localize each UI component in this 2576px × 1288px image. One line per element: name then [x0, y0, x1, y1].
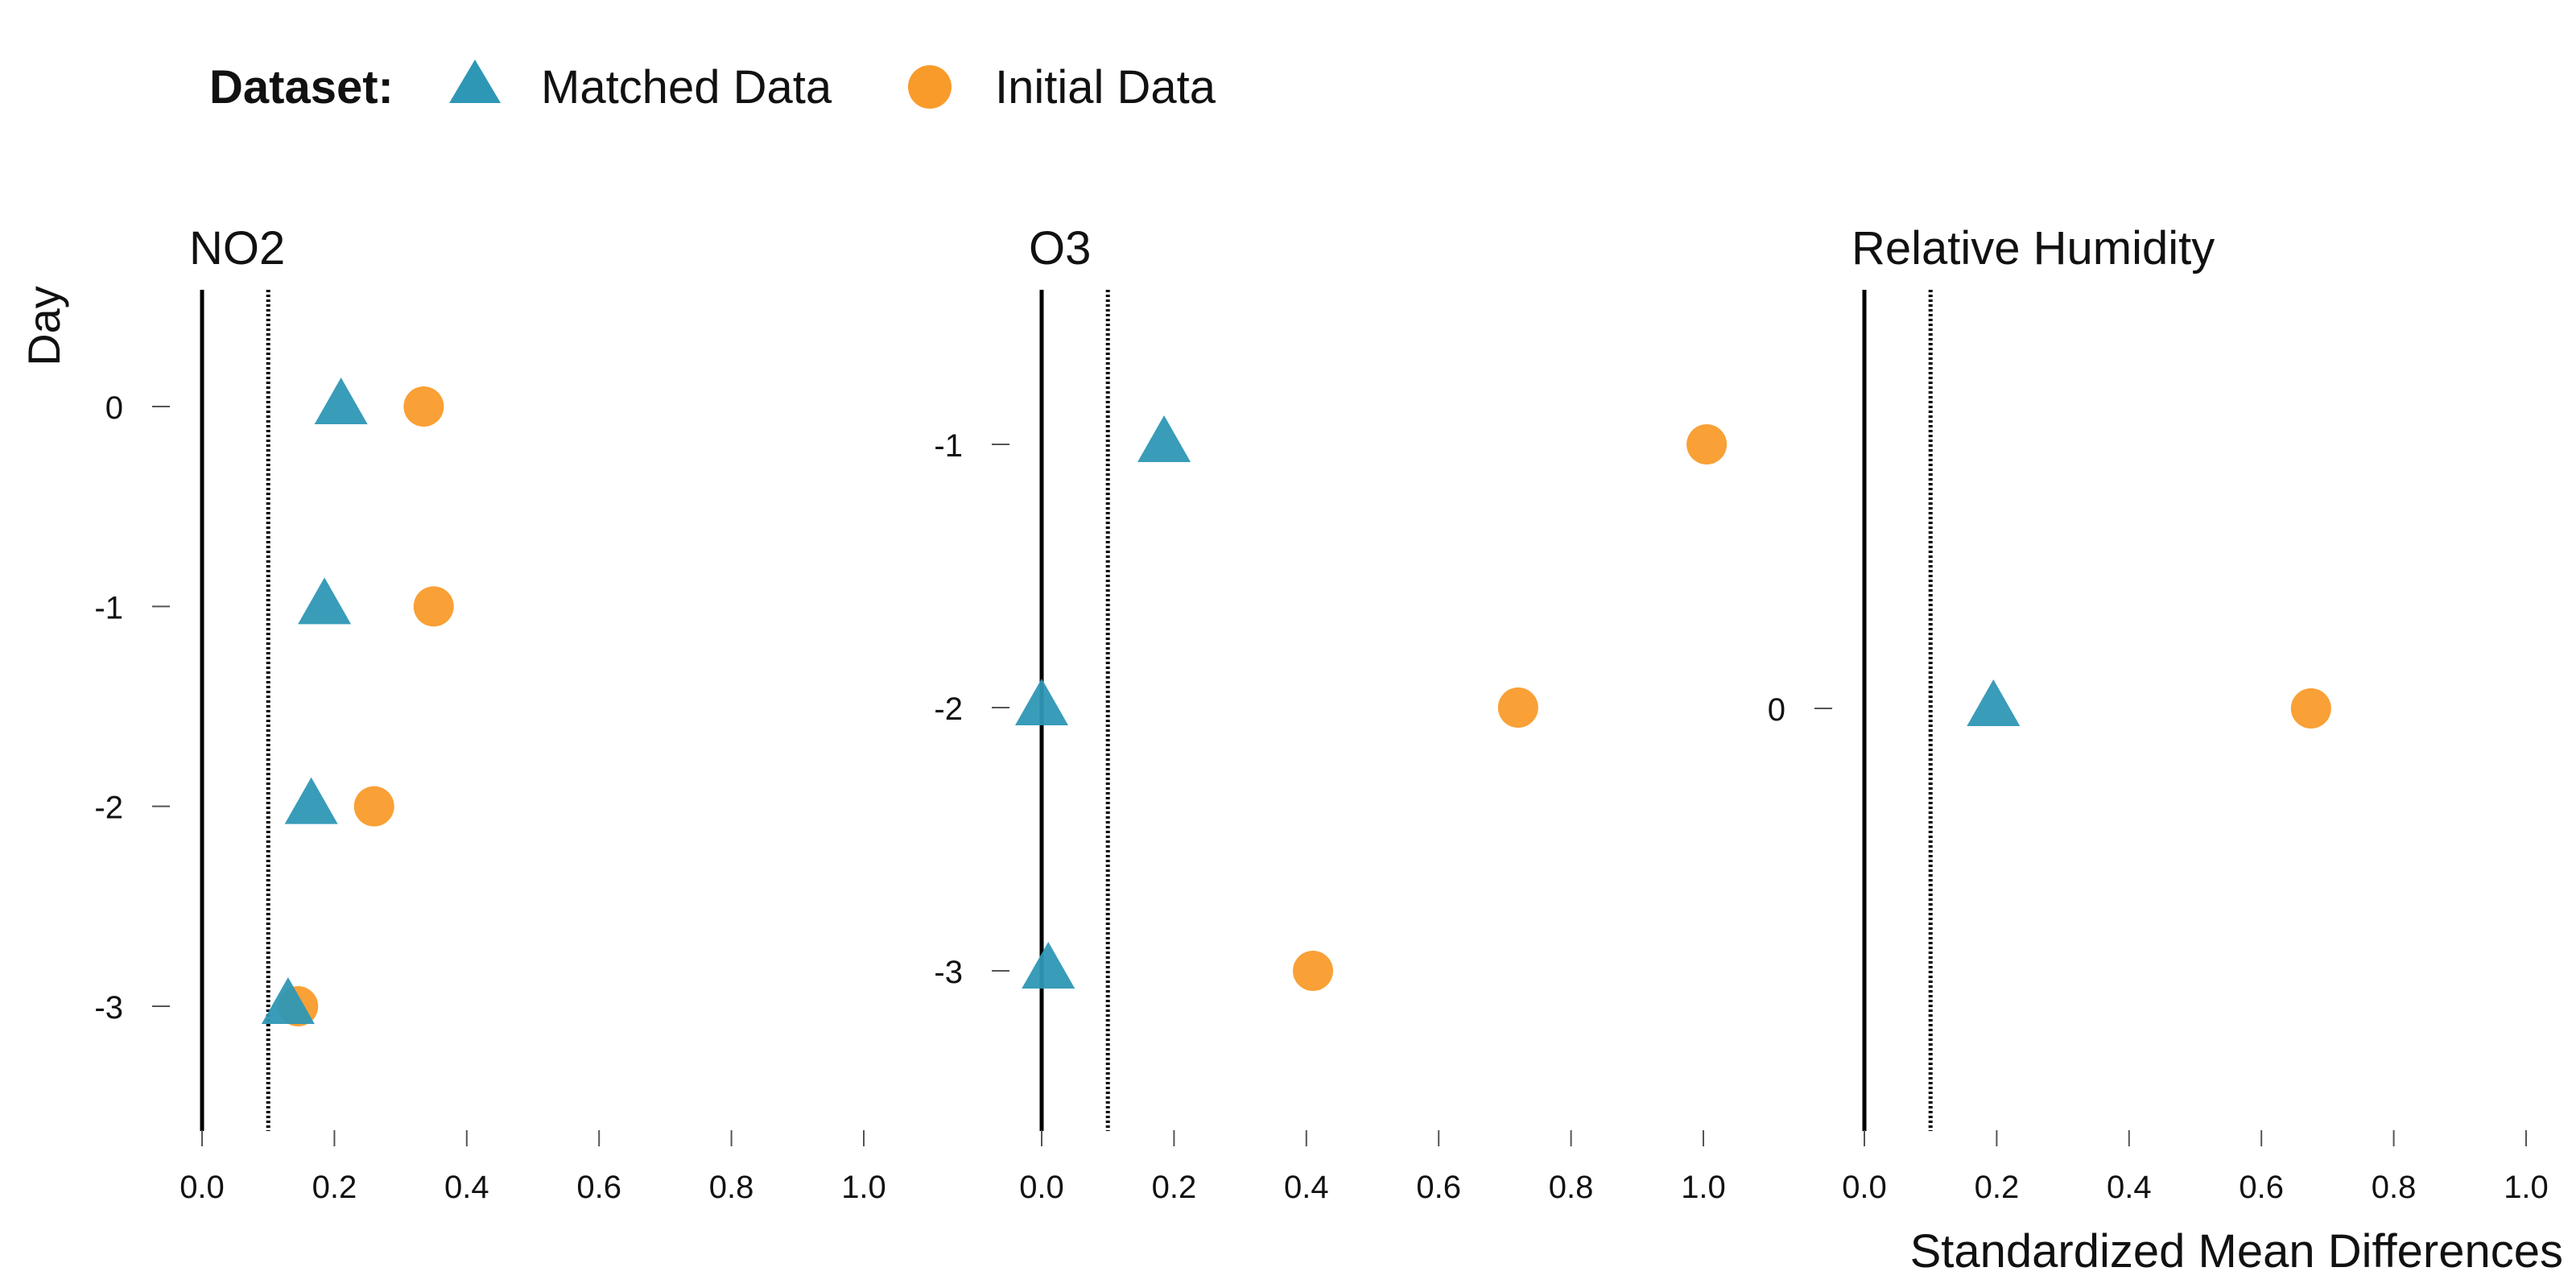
y-tick-label: -2 [934, 691, 963, 727]
panel-title: NO2 [189, 222, 285, 275]
initial-data-point [2290, 688, 2331, 729]
matched-data-point [314, 378, 368, 424]
x-tick-label: 0.4 [1284, 1170, 1329, 1205]
x-tick-label: 0.6 [2239, 1170, 2284, 1205]
initial-data-point [1497, 687, 1538, 728]
legend-matched-label: Matched Data [541, 61, 832, 114]
panel-rh: Relative Humidity 0.0 0.2 0.4 0.6 0.8 1.0 0 [1768, 222, 2549, 1205]
matched-data-point [284, 777, 338, 824]
matched-data-point [1015, 679, 1068, 725]
x-tick-label: 0.4 [444, 1170, 489, 1205]
panel-no2: NO2 0.0 0.2 0.4 0.6 0.8 1.0 0 -1 -2 -3 [94, 222, 886, 1205]
y-tick-label: 0 [1768, 692, 1785, 728]
panel-title: Relative Humidity [1852, 222, 2215, 275]
x-tick-label: 0.6 [1416, 1170, 1461, 1205]
legend-title: Dataset: [209, 61, 394, 114]
initial-data-point [403, 386, 444, 427]
initial-data-point [353, 786, 394, 827]
legend-initial-label: Initial Data [995, 61, 1216, 114]
panel-title: O3 [1029, 222, 1091, 275]
x-tick-label: 1.0 [1681, 1170, 1726, 1205]
x-tick-label: 0.0 [1842, 1170, 1887, 1205]
y-tick-label: -3 [934, 955, 963, 990]
x-tick-label: 0.8 [1549, 1170, 1594, 1205]
initial-data-point [413, 586, 454, 627]
x-tick-label: 0.2 [1152, 1170, 1197, 1205]
x-tick-label: 1.0 [2504, 1170, 2549, 1205]
initial-data-point [1686, 424, 1728, 464]
matched-data-point [298, 577, 352, 625]
x-axis-label: Standardized Mean Differences [1910, 1225, 2563, 1278]
x-tick-label: 0.8 [709, 1170, 754, 1205]
x-tick-label: 0.0 [180, 1170, 225, 1205]
x-tick-label: 0.0 [1019, 1170, 1064, 1205]
y-tick-label: 0 [105, 390, 123, 426]
y-tick-label: -1 [934, 428, 963, 464]
y-tick-label: -1 [94, 590, 123, 625]
x-tick-label: 0.6 [576, 1170, 621, 1205]
legend-matched-marker [449, 60, 501, 103]
x-tick-label: 0.4 [2107, 1170, 2152, 1205]
y-axis-label: Day [19, 286, 69, 366]
y-tick-label: -2 [94, 791, 123, 826]
panels: NO2 0.0 0.2 0.4 0.6 0.8 1.0 0 -1 -2 -3 O3 0.0 0.2 0.4 0… [94, 222, 2548, 1205]
legend: Dataset: Matched Data Initial Data [209, 60, 1216, 114]
x-tick-label: 0.2 [1975, 1170, 2020, 1205]
y-tick-label: -3 [94, 990, 123, 1026]
matched-data-point [1137, 415, 1191, 462]
x-tick-label: 1.0 [841, 1170, 886, 1205]
x-tick-label: 0.8 [2372, 1170, 2417, 1205]
matched-data-point [261, 977, 315, 1024]
matched-data-point [1967, 679, 2021, 726]
panel-o3: O3 0.0 0.2 0.4 0.6 0.8 1.0 -1 -2 -3 [934, 222, 1728, 1205]
legend-initial-marker [908, 65, 952, 109]
matched-data-point [1022, 942, 1075, 989]
initial-data-point [1293, 951, 1334, 991]
x-tick-label: 0.2 [312, 1170, 357, 1205]
